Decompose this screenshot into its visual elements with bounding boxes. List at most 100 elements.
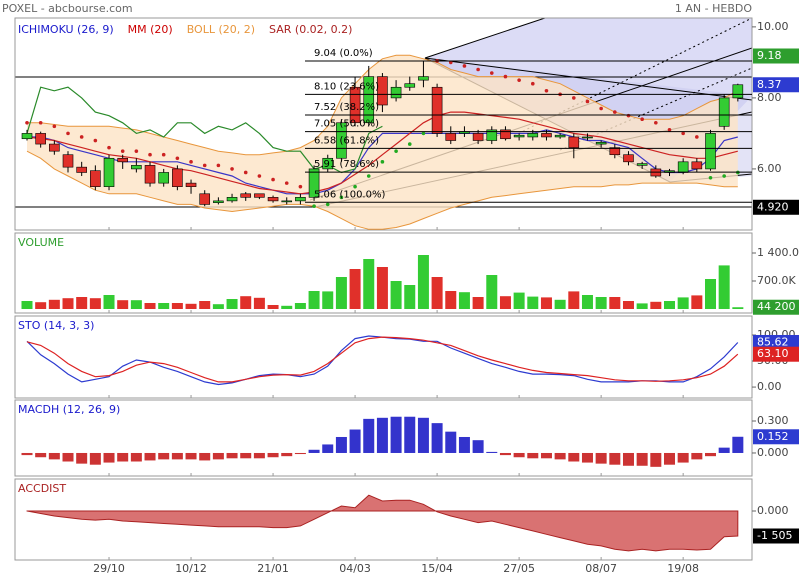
value-marker [753, 429, 799, 445]
macdh-bar [732, 436, 744, 453]
panel-frame [14, 17, 753, 231]
candle-body [322, 157, 334, 170]
macdh-bar [472, 440, 484, 453]
volume-bar [349, 269, 361, 309]
sar-dot [722, 174, 726, 178]
candle-body [172, 168, 183, 187]
sar-dot [489, 71, 494, 75]
candle-body [705, 133, 716, 170]
x-tick-label: 27/05 [503, 562, 535, 575]
volume-bar [35, 302, 47, 309]
y-tick-label: 8.00 [757, 91, 782, 104]
value-marker [753, 77, 799, 93]
volume-bar [650, 301, 662, 309]
candle-body [254, 193, 265, 198]
volume-bar [335, 277, 347, 309]
volume-bar [226, 299, 238, 309]
macdh-bar [417, 417, 429, 453]
macdh-bar [458, 436, 470, 453]
y-tick-label: 0.300 [757, 414, 789, 427]
chart-subtitle: 1 AN - HEBDO [675, 2, 752, 15]
volume-bar [308, 291, 320, 309]
sar-dot [380, 160, 385, 164]
volume-bar [499, 296, 511, 309]
x-tick-label: 29/10 [93, 562, 125, 575]
macdh-bar [322, 444, 334, 453]
volume-bar [431, 277, 443, 309]
macdh-bar [650, 452, 662, 467]
volume-bar [103, 295, 115, 309]
candle-body [213, 200, 224, 203]
legend-entry: ICHIMOKU (26, 9) [18, 23, 114, 36]
y-tick-label: 1 400.0K [757, 246, 800, 259]
sar-dot [120, 149, 125, 153]
macdh-bar [622, 452, 634, 466]
macdh-bar [705, 452, 716, 457]
y-tick-label: 0.000 [757, 504, 789, 517]
candle-body [431, 86, 443, 134]
macdh-bar [568, 452, 580, 462]
macdh-bar [199, 452, 211, 461]
candle-body [445, 133, 457, 141]
volume-bar [144, 303, 156, 309]
candle-body [131, 165, 142, 170]
candle-body [636, 163, 648, 166]
volume-bar [281, 305, 293, 309]
volume-bar [294, 303, 306, 309]
volume-bar [130, 300, 142, 309]
volume-bar [527, 296, 539, 309]
y-tick-label: 10.00 [757, 20, 789, 33]
candle-body [158, 172, 169, 184]
volume-bar [445, 291, 457, 309]
panel-frame [14, 232, 753, 314]
macdh-bar [294, 452, 306, 455]
panel-plot [21, 416, 744, 467]
y-tick-label: 0.000 [757, 446, 789, 459]
sar-dot [66, 131, 70, 136]
panel-title: MACDH (12, 26, 9) [18, 403, 120, 416]
volume-bar [568, 291, 580, 309]
fibonacci-label: 7.05 (50.0%) [314, 119, 379, 130]
sar-dot [599, 106, 603, 111]
sto-line [26, 336, 739, 383]
accdist-area [26, 494, 739, 552]
volume-bar [185, 303, 197, 309]
volume-bar [458, 292, 470, 309]
sar-dot [626, 113, 631, 118]
panel-plot [21, 255, 744, 309]
legend-entry: MM (20) [128, 23, 173, 36]
volume-bar [636, 303, 648, 309]
panel-frame [14, 478, 753, 561]
volume-bar [404, 285, 416, 309]
candle-body [363, 76, 375, 124]
volume-bar [609, 297, 621, 309]
macdh-bar [363, 418, 375, 453]
sar-dot [394, 149, 398, 153]
panel-title: VOLUME [18, 236, 64, 249]
value-marker [753, 299, 799, 315]
candle-body [541, 133, 552, 138]
sar-dot [257, 174, 262, 178]
candle-body [295, 197, 306, 202]
candle-body [609, 147, 621, 156]
y-tick-label: 6.00 [757, 162, 782, 175]
candle-body [732, 84, 744, 99]
volume-bar [732, 307, 744, 309]
sar-dot [695, 135, 699, 139]
macdh-bar [253, 452, 265, 459]
x-tick-label: 21/01 [257, 562, 289, 575]
value-marker-label: -1 505 [757, 529, 792, 542]
sar-dot [325, 202, 330, 207]
volume-bar [705, 279, 716, 309]
legend-entry: SAR (0.02, 0.2) [269, 23, 352, 36]
sar-dot [216, 163, 221, 168]
fibonacci-label: 5.91 (78.6%) [314, 159, 379, 170]
volume-bar [417, 255, 429, 309]
macdh-bar [48, 452, 60, 460]
candle-body [527, 133, 539, 138]
value-marker-label: 44 200 [757, 300, 796, 313]
volume-bar [253, 297, 265, 309]
sar-dot [189, 160, 193, 164]
trend-line [424, 18, 546, 59]
